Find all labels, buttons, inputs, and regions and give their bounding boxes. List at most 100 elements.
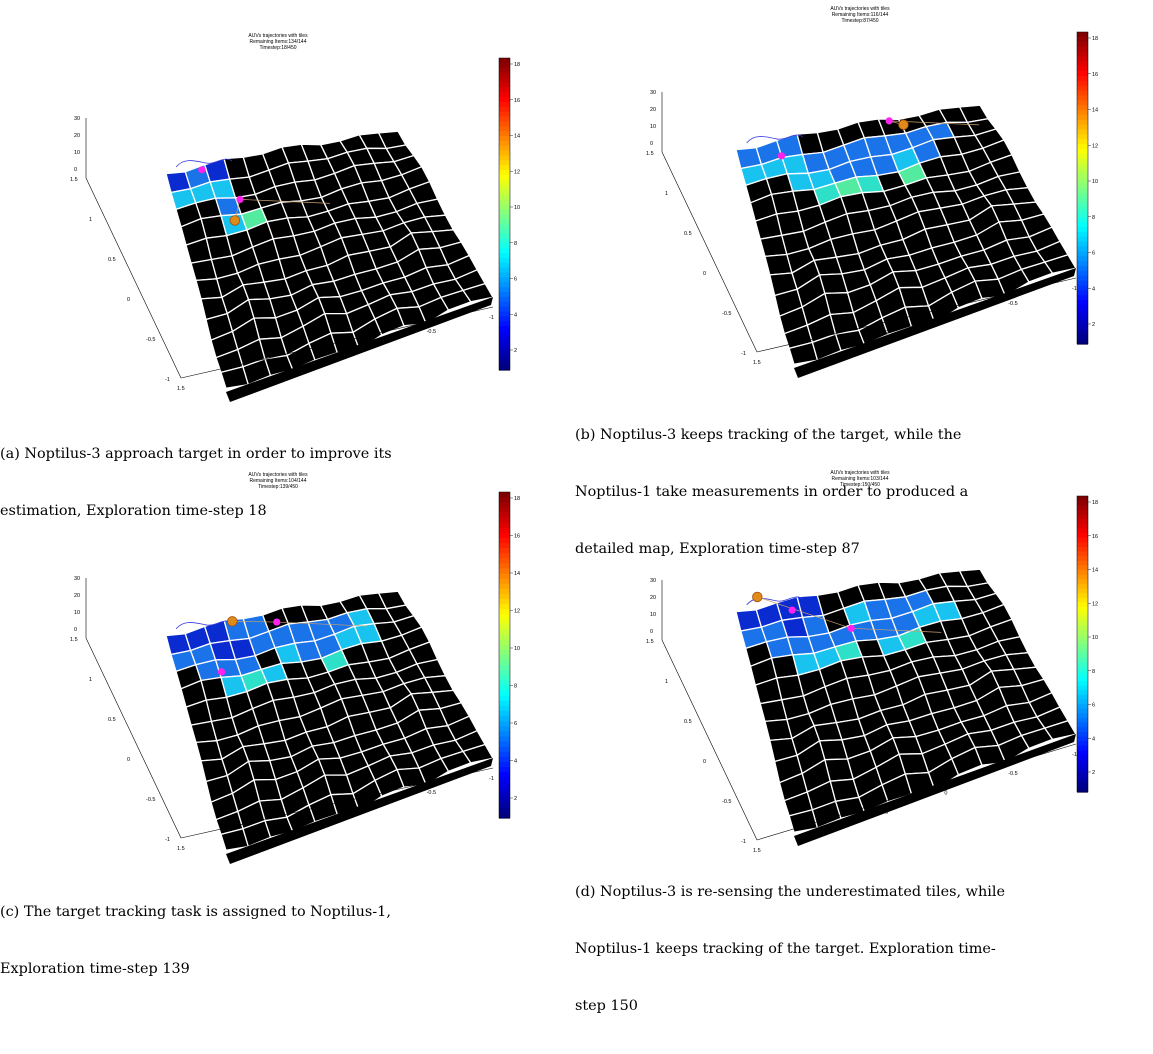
surface (735, 104, 1078, 378)
colorbar-tick-label: 14 (1092, 108, 1098, 114)
y-axis (661, 151, 758, 353)
plot-d: 30201001.510.50-0.5-11.510.50-0.5-118161… (646, 495, 1098, 854)
colorbar-segment (1077, 496, 1088, 502)
colorbar-segment (1077, 66, 1088, 72)
colorbar: 18 16 14 12 10 8 6 4 2 (1076, 31, 1098, 345)
caption-d: (d) Noptilus-3 is re-sensing the underes… (575, 845, 1005, 1054)
auv-marker (273, 618, 281, 626)
colorbar-segment (499, 802, 510, 809)
x-axis (180, 767, 494, 839)
x-tick-label: 1 (817, 829, 820, 835)
caption-line-1: (b) Noptilus-3 keeps tracking of the tar… (575, 427, 962, 443)
colorbar-tick-label: 12 (514, 169, 520, 175)
colorbar-segment (499, 741, 510, 748)
colorbar-segment (499, 639, 510, 646)
colorbar-segment (499, 588, 510, 595)
colorbar-segment (1077, 129, 1088, 135)
colorbar-segment (499, 179, 510, 186)
colorbar-segment (499, 58, 510, 64)
colorbar-segment (1077, 110, 1088, 116)
caption-line-2: Exploration time-step 139 (0, 961, 190, 977)
colorbar-segment (499, 272, 510, 278)
colorbar-segment (1077, 556, 1088, 562)
colorbar-segment (1077, 61, 1088, 67)
colorbar-segment (499, 243, 510, 249)
colorbar-tick-label: 16 (1092, 534, 1098, 540)
plot-a: 30201001.510.50-0.5-11.510.50-0.5-118161… (70, 57, 520, 402)
colorbar-segment (499, 126, 510, 132)
colorbar-segment (1077, 114, 1088, 121)
colorbar-segment (499, 751, 510, 758)
colorbar-tick-label: 6 (514, 277, 517, 283)
colorbar-tick-label: 12 (1092, 601, 1098, 607)
colorbar-tick-label: 2 (1092, 322, 1095, 328)
colorbar-segment (499, 619, 510, 626)
colorbar-segment (499, 301, 510, 308)
colorbar-segment (1077, 565, 1088, 571)
colorbar-segment (499, 578, 510, 585)
y-tick-label: 1.5 (70, 637, 78, 643)
colorbar-segment (499, 797, 510, 804)
axes: 30 20 10 0 1.5 1 0.5 0 -0.5 -1 1.5 1 0.5 0 -0.5 -1 (70, 576, 494, 852)
x-tick-label: 1.5 (753, 360, 761, 366)
colorbar-segment (1077, 782, 1088, 788)
colorbar-tick-label: 16 (514, 534, 520, 540)
colorbar: 18 16 14 12 10 8 6 4 2 (498, 57, 520, 371)
x-tick-label: 1.5 (177, 386, 185, 392)
colorbar-segment (1077, 736, 1088, 742)
colorbar-tick-label: 16 (514, 98, 520, 104)
colorbar: 18 16 14 12 10 8 6 4 2 (1076, 495, 1098, 793)
y-axis (661, 639, 758, 841)
auv-trajectory (746, 134, 803, 144)
colorbar-segment (499, 655, 510, 661)
x-tick-label: 0 (944, 316, 947, 322)
colorbar-tick-label: 8 (514, 241, 517, 247)
colorbar-segment (1077, 149, 1088, 155)
colorbar-segment (1077, 124, 1088, 131)
x-tick-label: 0.5 (881, 810, 889, 816)
colorbar-segment (499, 598, 510, 605)
colorbar-tick-label: 10 (514, 205, 520, 211)
colorbar-segment (499, 542, 510, 549)
surface-cell (1043, 719, 1078, 741)
colorbar-segment (1077, 319, 1088, 326)
colorbar-segment (1077, 270, 1088, 277)
auv-marker (885, 117, 893, 125)
title-line-1: AUVs trajectories with tiles (248, 33, 308, 39)
colorbar-segment (1077, 32, 1088, 38)
colorbar-segment (499, 72, 510, 79)
z-tick-label: 20 (74, 593, 80, 599)
target-marker (752, 591, 763, 603)
z-tick-label: 10 (74, 150, 80, 156)
colorbar-segment (499, 731, 510, 738)
colorbar-segment (499, 711, 510, 717)
colorbar-segment (1077, 583, 1088, 590)
colorbar-segment (1077, 314, 1088, 321)
colorbar-segment (499, 350, 510, 356)
x-axis (180, 306, 494, 379)
colorbar-segment (1077, 217, 1088, 223)
colorbar-segment (1077, 178, 1088, 184)
colorbar-segment (1077, 620, 1088, 627)
colorbar-tick-label: 2 (1092, 770, 1095, 776)
colorbar-segment (499, 527, 510, 534)
caption-line-1: (d) Noptilus-3 is re-sensing the underes… (575, 884, 1005, 900)
colorbar-segment (1077, 158, 1088, 165)
colorbar-segment (1077, 657, 1088, 664)
colorbar-segment (1077, 514, 1088, 520)
y-tick-label: 1 (89, 677, 92, 683)
panel-a: 30 20 10 0 1.5 1 0.5 0 -0.5 -1 1.5 1 0.5 0 -0.5 -1 18 16 1… (0, 0, 576, 519)
z-tick-label: 10 (650, 612, 656, 618)
y-tick-label: 1 (89, 217, 92, 223)
colorbar-segment (499, 507, 510, 513)
colorbar-segment (499, 136, 510, 142)
colorbar-segment (1077, 36, 1088, 43)
y-tick-label: 0 (703, 759, 706, 765)
colorbar-segment (499, 218, 510, 225)
colorbar-segment (499, 573, 510, 580)
y-tick-label: -0.5 (722, 799, 731, 805)
colorbar-segment (499, 649, 510, 656)
colorbar-segment (1077, 163, 1088, 170)
colorbar-tick-label: 14 (514, 571, 520, 577)
z-tick-label: 10 (74, 610, 80, 616)
